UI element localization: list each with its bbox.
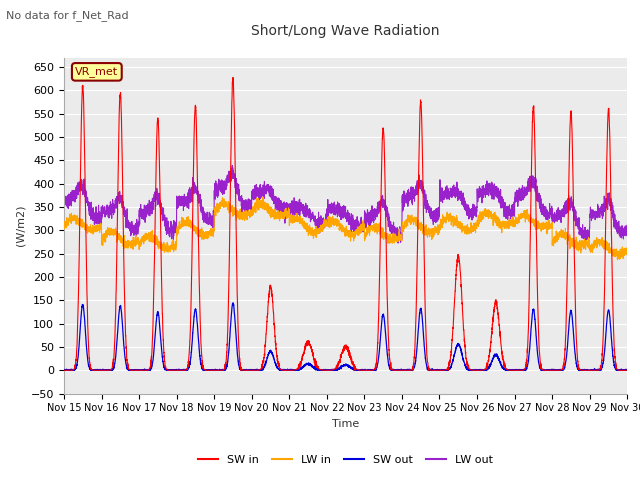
Y-axis label: (W/m2): (W/m2) [15,205,26,246]
X-axis label: Time: Time [332,419,359,429]
Text: Short/Long Wave Radiation: Short/Long Wave Radiation [252,24,440,38]
Text: No data for f_Net_Rad: No data for f_Net_Rad [6,10,129,21]
Text: VR_met: VR_met [76,66,118,77]
Legend: SW in, LW in, SW out, LW out: SW in, LW in, SW out, LW out [193,451,498,469]
